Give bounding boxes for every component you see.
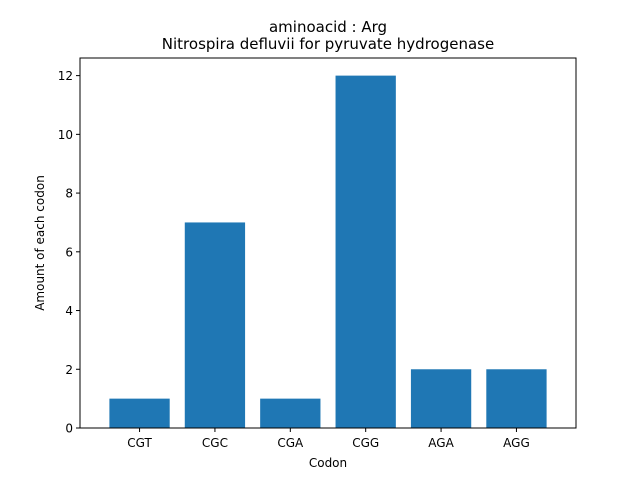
x-tick-label-agg: AGG (503, 436, 530, 450)
x-tick-label-cgt: CGT (127, 436, 152, 450)
bar-cgc (184, 222, 246, 428)
x-tick-label-cgg: CGG (352, 436, 379, 450)
y-tick-label: 4 (65, 304, 73, 318)
x-tick-label-cga: CGA (277, 436, 304, 450)
bars-group (109, 75, 547, 428)
x-tick-label-aga: AGA (428, 436, 454, 450)
bar-cga (260, 398, 321, 428)
y-axis-label: Amount of each codon (33, 175, 47, 311)
y-tick-label: 8 (65, 187, 73, 201)
y-tick-label: 6 (65, 245, 73, 259)
bar-cgt (109, 398, 170, 428)
chart-subtitle: Nitrospira defluvii for pyruvate hydroge… (162, 35, 494, 53)
x-axis-ticks: CGT CGC CGA CGG AGA AGG (127, 428, 530, 450)
plot-area-frame (79, 57, 577, 429)
y-tick-label: 12 (58, 69, 73, 83)
x-axis-label: Codon (309, 456, 347, 470)
y-tick-label: 10 (58, 128, 73, 142)
chart-title: aminoacid : Arg (269, 18, 387, 36)
y-axis-ticks: 0 2 4 6 8 10 12 (58, 69, 80, 436)
bar-cgg (335, 75, 396, 428)
y-tick-label: 2 (65, 363, 73, 377)
x-tick-label-cgc: CGC (202, 436, 228, 450)
bar-agg (486, 369, 547, 428)
y-tick-label: 0 (65, 422, 73, 436)
bar-aga (410, 369, 472, 428)
